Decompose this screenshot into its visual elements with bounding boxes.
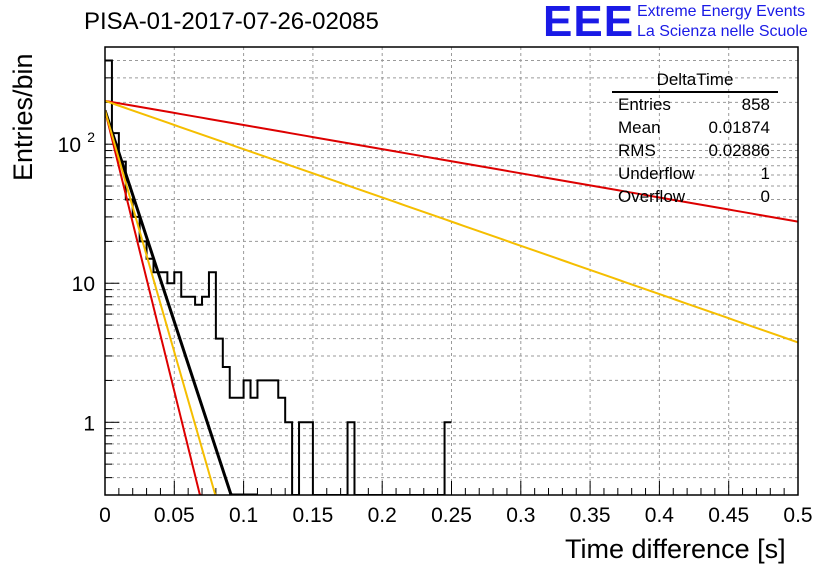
- x-tick-label: 0.05: [154, 504, 195, 527]
- fit-curves: [105, 99, 798, 495]
- stats-label: RMS: [618, 141, 656, 160]
- stats-label: Underflow: [618, 164, 695, 183]
- stats-label: Mean: [618, 118, 661, 137]
- x-tick-label: 0.3: [506, 504, 535, 527]
- y-axis-label: Entries/bin: [8, 53, 38, 181]
- fit-curve-2: [105, 99, 798, 344]
- x-tick-label: 0.25: [431, 504, 472, 527]
- logo-line-2: La Scienza nelle Scuole: [637, 23, 808, 40]
- axis-ticks: [104, 46, 799, 496]
- fit-curve-1: [105, 99, 798, 223]
- tick-labels: 0 0.05 0.1 0.15 0.2 0.25 0.3 0.35 0.4 0.45 0.51101…: [58, 129, 813, 527]
- fit-curve-4: [105, 110, 217, 495]
- fit-curve-3: [105, 110, 203, 495]
- histogram-steps: [105, 59, 452, 495]
- y-tick-label: 10: [58, 134, 81, 157]
- stats-row-rms: RMS 0.02886: [612, 141, 778, 164]
- run-title: PISA-01-2017-07-26-02085: [84, 8, 379, 35]
- x-tick-label: 0.5: [783, 504, 812, 527]
- stats-value: 1: [760, 164, 770, 183]
- x-tick-label: 0.45: [708, 504, 749, 527]
- stats-label: Overflow: [618, 187, 686, 206]
- stats-row-mean: Mean 0.01874: [612, 118, 778, 141]
- histogram-series: [105, 59, 452, 495]
- stats-value: 0.01874: [708, 118, 770, 137]
- y-tick-label: 10: [72, 273, 95, 296]
- stats-row-underflow: Underflow 1: [612, 164, 778, 187]
- y-tick-label-exponent: 2: [87, 129, 95, 145]
- eee-logo: EEE: [543, 0, 635, 46]
- stats-label: Entries: [618, 95, 671, 114]
- x-tick-label: 0.35: [570, 504, 611, 527]
- x-tick-label: 0.4: [645, 504, 675, 527]
- x-tick-label: 0.1: [229, 504, 258, 527]
- stats-row-overflow: Overflow 0: [612, 187, 778, 210]
- y-tick-label: 1: [83, 412, 95, 435]
- plot-frame: [104, 46, 799, 496]
- logo-line-1: Extreme Energy Events: [637, 3, 806, 20]
- x-tick-label: 0.15: [292, 504, 333, 527]
- stats-box: DeltaTime Entries 858 Mean 0.01874 RMS 0…: [612, 70, 778, 210]
- x-axis-label: Time difference [s]: [565, 534, 786, 564]
- stats-title: DeltaTime: [612, 70, 778, 93]
- x-tick-label: 0: [99, 504, 111, 527]
- x-tick-label: 0.2: [368, 504, 397, 527]
- stats-row-entries: Entries 858: [612, 95, 778, 118]
- stats-value: 0.02886: [708, 141, 770, 160]
- stats-value: 858: [741, 95, 770, 114]
- stats-value: 0: [760, 187, 770, 206]
- fit-curve-0: [105, 109, 258, 495]
